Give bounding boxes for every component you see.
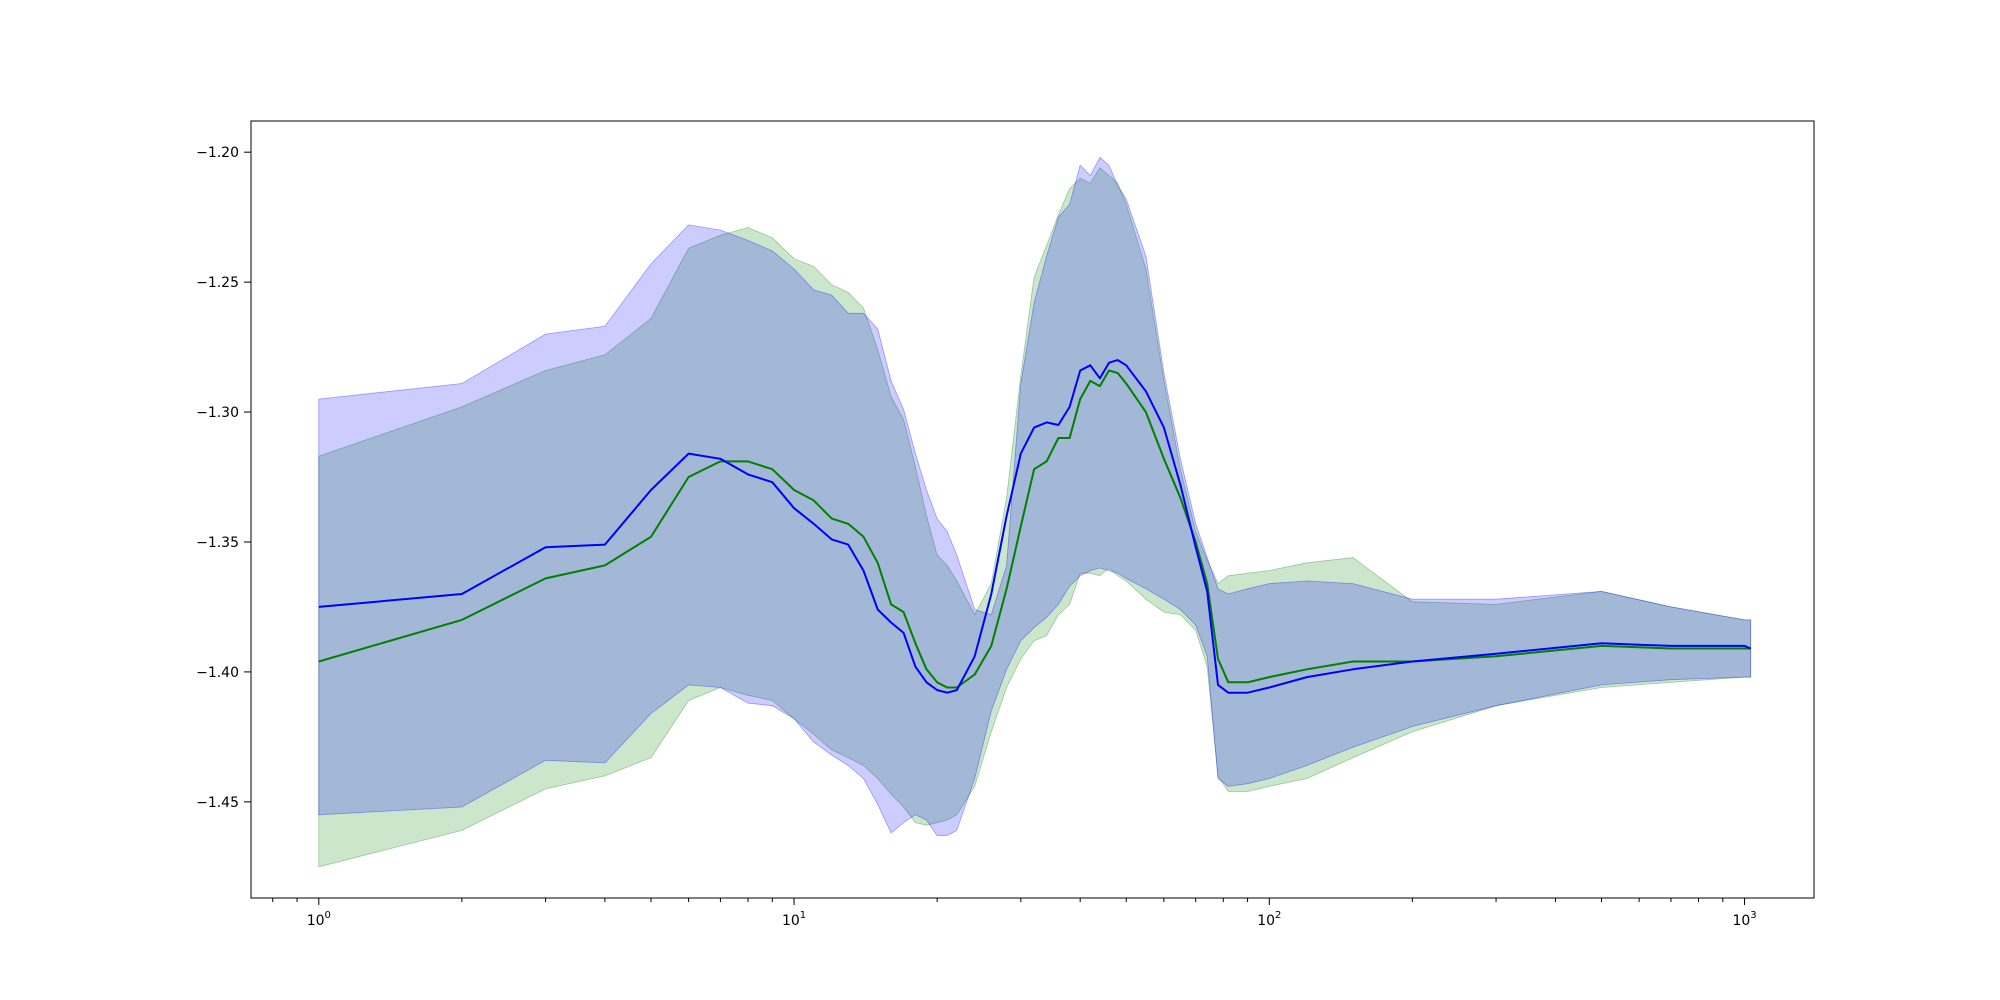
x-tick-label: 102 (1257, 910, 1281, 929)
y-axis: −1.20 −1.25 −1.30 −1.35 −1.40 −1.45 (196, 145, 251, 811)
y-tick-label: −1.25 (196, 275, 239, 291)
series-2-line (318, 359, 1752, 694)
y-tick-label: −1.45 (196, 795, 239, 811)
series-1-band (318, 167, 1752, 868)
y-tick-label: −1.40 (196, 665, 239, 681)
x-tick-label: 103 (1732, 910, 1756, 929)
series-2-band (318, 156, 1752, 836)
confidence-bands (318, 156, 1752, 868)
x-tick-label: 101 (782, 910, 806, 929)
y-tick-label: −1.30 (196, 405, 239, 421)
x-tick-label: 100 (307, 910, 331, 929)
y-tick-label: −1.20 (196, 145, 239, 161)
x-axis: 100 101 102 103 (272, 898, 1757, 929)
plot-frame (250, 120, 1815, 899)
series-lines (318, 359, 1752, 694)
y-tick-label: −1.35 (196, 535, 239, 551)
series-1-line (318, 369, 1751, 689)
